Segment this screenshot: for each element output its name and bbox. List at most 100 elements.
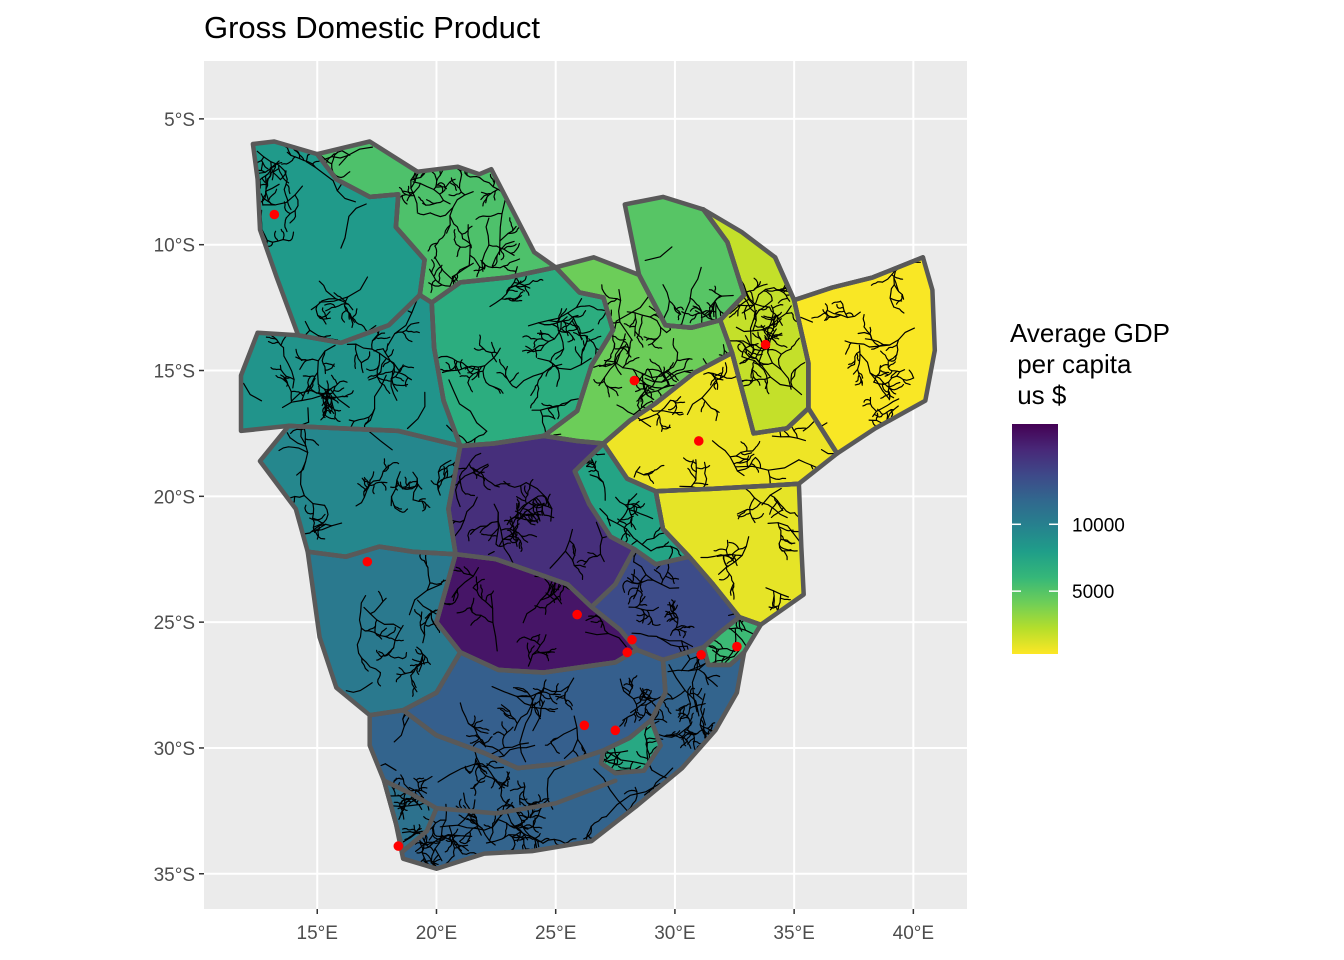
river-segment [290,390,304,397]
river-segment [631,632,688,648]
river-segment [280,335,287,346]
river-segment [454,843,469,852]
river-segment [466,366,474,375]
river-segment [433,858,441,864]
river-segment [820,449,837,455]
river-segment [290,428,305,434]
river-segment [451,273,459,282]
river-segment [633,561,680,589]
river-segment [467,813,477,819]
river-segment [635,469,656,476]
river-segment [324,302,336,308]
river-segment [613,761,624,766]
river-segment [665,371,677,383]
river-segment [365,419,371,425]
river-segment [320,393,328,416]
river-segment [577,738,586,753]
river-segment [749,497,756,524]
river-segment [521,817,536,829]
river-segment [555,695,566,699]
basin-border [446,443,637,610]
river-segment [511,298,523,302]
river-segment [307,407,310,423]
river-segment [537,332,556,340]
river-segment [546,765,565,810]
river-segment [368,430,393,451]
river-segment [725,539,736,563]
river-segment [329,406,334,414]
river-segment [499,519,519,546]
city-point [732,641,742,652]
river-segment [660,562,670,585]
river-segment [631,539,638,545]
river-segment [420,775,433,792]
river-segment [615,295,650,322]
river-segment [314,528,326,540]
river-segment [322,395,329,402]
river-segment [516,695,540,706]
river-segment [271,163,277,181]
river-segment [798,459,818,469]
river-segment [908,369,915,379]
river-segment [536,372,544,398]
river-segment [333,387,345,393]
river-segment [470,818,496,846]
basin-border [295,151,427,346]
river-segment [771,332,783,338]
river-segment [666,617,675,622]
river-segment [633,551,638,563]
river-segment [340,203,367,249]
river-segment [495,542,511,548]
river-segment [637,417,652,428]
river-segment [269,168,280,175]
river-segment [771,435,806,442]
basin-borders [238,139,938,871]
river-segment [742,380,754,387]
river-segment [513,280,534,286]
river-segment [526,642,532,662]
river-segment [656,415,660,426]
river-segment [411,679,417,689]
river-segment [604,356,612,368]
river-segment [480,194,490,201]
river-segment [463,169,481,179]
river-segment [407,310,413,314]
river-segment [401,194,408,205]
river-segment [506,258,521,266]
river-segment [305,161,356,203]
river-segment [449,215,464,240]
river-segment [728,613,735,616]
river-segment [773,287,791,302]
river-segment [409,659,424,674]
river-segment [776,343,788,348]
river-segment [289,210,297,224]
river-segment [873,365,882,383]
river-segment [416,665,420,675]
river-segment [497,707,511,712]
river-segment [895,294,903,305]
river-segment [377,590,384,603]
river-segment [522,584,554,624]
river-segment [470,614,482,626]
river-segment [893,306,905,314]
river-segment [510,243,520,254]
river-segment [404,377,409,388]
river-segment [412,499,427,506]
river-segment [330,388,350,408]
river-segment [393,371,412,381]
river-segment [318,276,369,303]
river-segment [638,704,647,722]
river-segment [703,371,737,380]
river-segment [470,597,475,613]
river-segment [572,310,587,318]
river-segment [429,206,454,218]
river-segment [647,326,662,346]
river-segment [630,675,638,684]
river-segment [388,637,404,642]
river-segment [372,484,375,495]
river-segment [670,610,679,636]
city-point [610,725,621,736]
river-segment [532,510,541,522]
river-segment [766,341,792,390]
river-segment [413,777,420,793]
